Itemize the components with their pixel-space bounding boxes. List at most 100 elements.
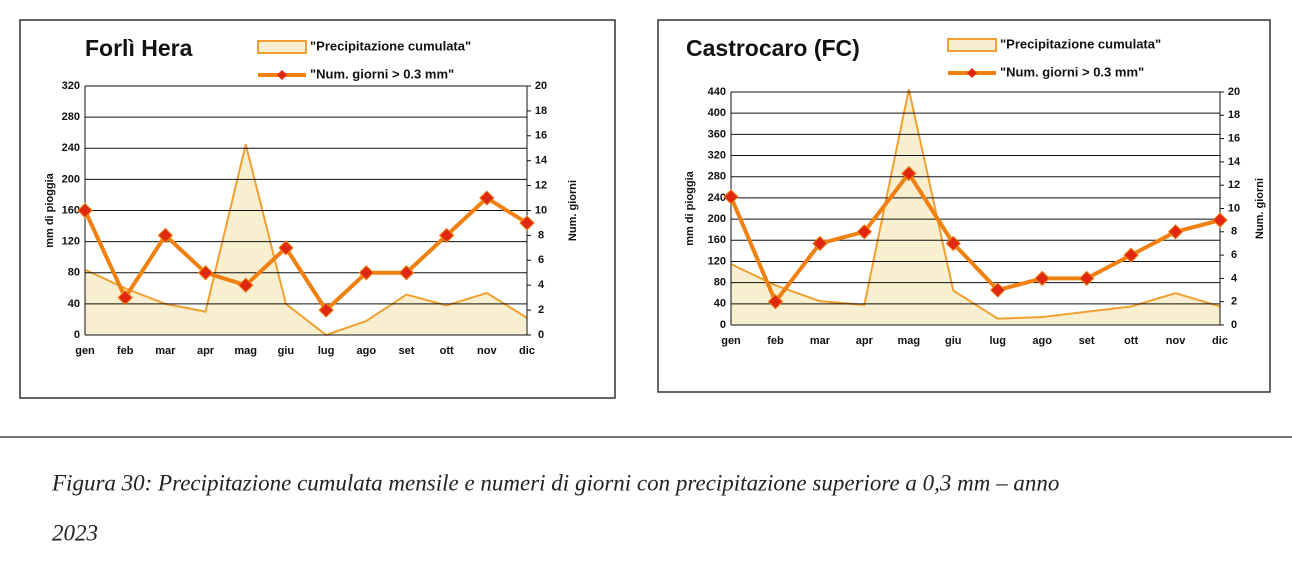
- y2-tick-label: 2: [1231, 296, 1237, 308]
- caption: 2023: [52, 520, 98, 545]
- x-tick-label: mar: [810, 335, 831, 347]
- marker: [1078, 270, 1095, 287]
- area-outline: [730, 89, 1221, 320]
- marker: [117, 289, 133, 306]
- y2-tick-label: 8: [538, 229, 544, 241]
- y-tick-label: 200: [62, 173, 80, 185]
- x-tick-label: ott: [440, 345, 454, 357]
- y2-tick-label: 18: [1228, 109, 1240, 121]
- y-tick-label: 200: [708, 213, 726, 225]
- line: [729, 170, 1221, 306]
- marker: [945, 235, 961, 252]
- marker: [856, 224, 873, 240]
- y2-tick-label: 4: [1231, 272, 1238, 284]
- x-tick-label: apr: [197, 345, 215, 357]
- chart-title: Castrocaro (FC): [686, 35, 860, 61]
- y2-tick-label: 0: [538, 329, 544, 341]
- marker: [358, 265, 374, 281]
- y2-tick-label: 20: [1228, 86, 1240, 98]
- chart-frame: [19, 19, 616, 399]
- x-tick-label: apr: [856, 335, 874, 347]
- y2-tick-label: 4: [538, 279, 545, 291]
- legend-swatch: [257, 40, 307, 54]
- legend-label: "Num. giorni > 0.3 mm": [1000, 64, 1144, 79]
- x-tick-label: dic: [1212, 335, 1228, 347]
- area-outline: [84, 144, 528, 337]
- y-tick-label: 40: [714, 298, 726, 310]
- x-tick-label: set: [1079, 335, 1095, 347]
- marker: [1123, 247, 1139, 263]
- y2-tick-label: 12: [1228, 179, 1240, 191]
- chart-frame: [657, 19, 1271, 393]
- y-tick-label: 160: [62, 204, 80, 216]
- legend-marker: [277, 70, 287, 80]
- y-tick-label: 280: [62, 111, 80, 123]
- y-tick-label: 360: [708, 128, 726, 140]
- x-tick-label: lug: [989, 335, 1006, 347]
- y-tick-label: 40: [68, 298, 80, 310]
- x-tick-label: giu: [278, 345, 295, 357]
- y-tick-label: 320: [62, 80, 80, 92]
- marker: [812, 235, 828, 252]
- x-tick-label: ago: [356, 345, 376, 357]
- x-tick-label: set: [399, 345, 415, 357]
- y2-axis-label: Num. giorni: [567, 180, 579, 241]
- marker: [990, 282, 1006, 298]
- legend-label: "Num. giorni > 0.3 mm": [310, 66, 454, 81]
- y-tick-label: 120: [62, 236, 80, 248]
- x-tick-label: nov: [477, 345, 497, 357]
- y-axis-label: mm di pioggia: [44, 172, 56, 247]
- x-tick-label: mar: [155, 345, 176, 357]
- area: [731, 89, 1220, 326]
- marker: [1034, 270, 1050, 287]
- y-tick-label: 320: [708, 149, 726, 161]
- y-axis-label: mm di pioggia: [684, 170, 696, 245]
- y2-tick-label: 12: [535, 180, 547, 192]
- legend-label: "Precipitazione cumulata": [310, 38, 471, 53]
- y2-tick-label: 14: [535, 155, 548, 167]
- x-tick-label: giu: [945, 335, 962, 347]
- marker: [278, 240, 294, 256]
- x-tick-label: gen: [75, 345, 95, 357]
- y-tick-label: 80: [714, 277, 726, 289]
- x-tick-label: dic: [519, 345, 535, 357]
- y-tick-label: 280: [708, 171, 726, 183]
- marker: [398, 265, 415, 281]
- marker: [438, 227, 455, 244]
- y2-tick-label: 6: [538, 254, 544, 266]
- y2-tick-label: 10: [535, 204, 547, 216]
- y2-tick-label: 2: [538, 304, 544, 316]
- y2-tick-label: 8: [1231, 226, 1237, 238]
- y2-tick-label: 16: [1228, 133, 1240, 145]
- caption: Figura 30: Precipitazione cumulata mensi…: [51, 470, 1059, 495]
- x-tick-label: mag: [898, 335, 921, 347]
- marker: [519, 215, 535, 231]
- x-tick-label: feb: [767, 335, 784, 347]
- line: [83, 195, 529, 314]
- marker: [197, 265, 214, 281]
- y-tick-label: 440: [708, 86, 726, 98]
- y-tick-label: 80: [68, 267, 80, 279]
- y2-axis-label: Num. giorni: [1254, 178, 1266, 239]
- y2-tick-label: 16: [535, 130, 547, 142]
- chart-title: Forlì Hera: [85, 35, 193, 61]
- y2-tick-label: 18: [535, 105, 547, 117]
- y2-tick-label: 14: [1228, 156, 1241, 168]
- y-tick-label: 0: [720, 319, 726, 331]
- marker: [767, 293, 784, 310]
- marker: [1212, 212, 1228, 228]
- y2-tick-label: 10: [1228, 202, 1240, 214]
- chart: Forlì Hera 0 40 80 120 160 200 240 280 320 0 2 4 6 8 10…: [44, 35, 579, 357]
- area: [85, 144, 527, 335]
- x-tick-label: mag: [234, 345, 257, 357]
- y-tick-label: 240: [708, 192, 726, 204]
- y2-tick-label: 20: [535, 80, 547, 92]
- legend-marker: [967, 68, 977, 78]
- x-tick-label: feb: [117, 345, 134, 357]
- x-tick-label: ago: [1032, 335, 1052, 347]
- y-tick-label: 160: [708, 234, 726, 246]
- legend-label: "Precipitazione cumulata": [1000, 36, 1161, 51]
- y-tick-label: 400: [708, 107, 726, 119]
- y-tick-label: 240: [62, 142, 80, 154]
